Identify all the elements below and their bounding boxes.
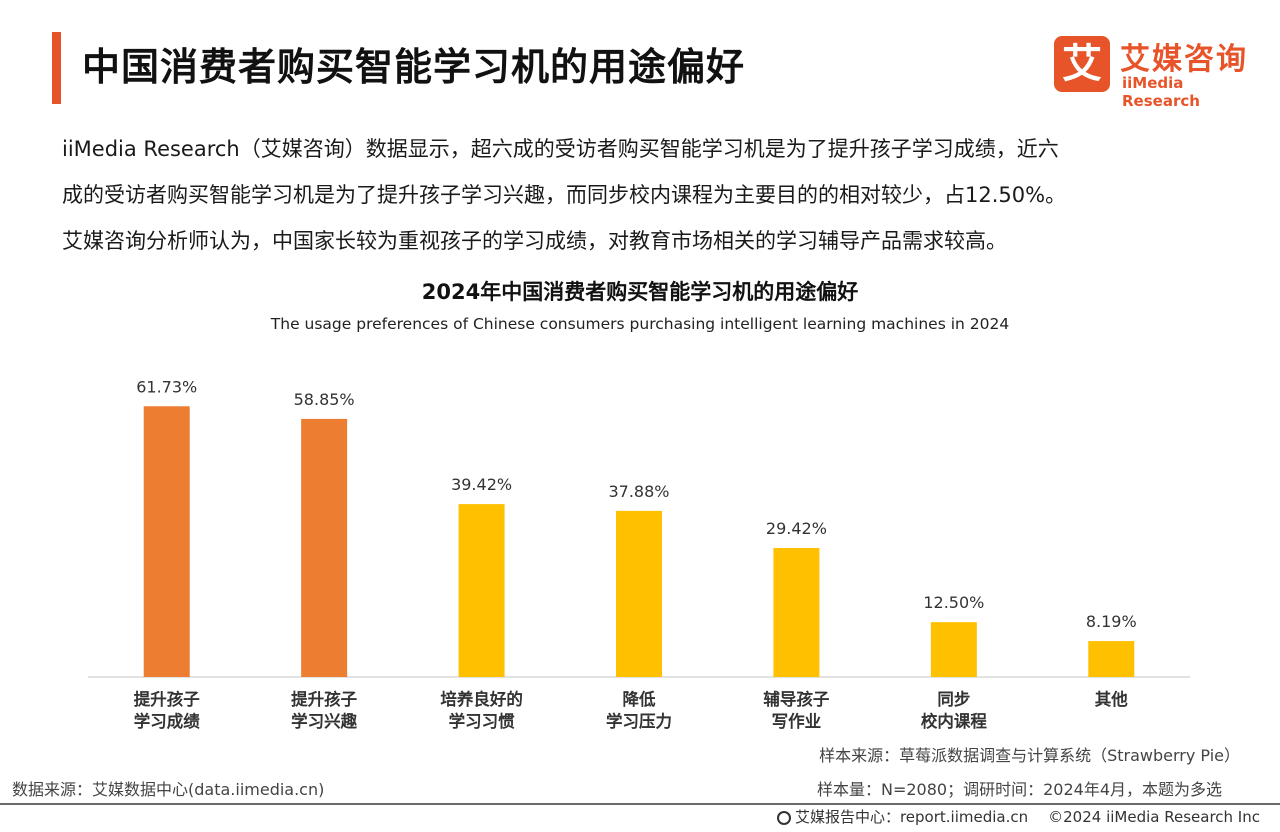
chart-title: 2024年中国消费者购买智能学习机的用途偏好	[421, 280, 859, 304]
data-label: 8.19%	[1086, 612, 1137, 631]
category-label: 学习成绩	[134, 711, 201, 731]
intro-line-2: 成的受访者购买智能学习机是为了提升孩子学习兴趣，而同步校内课程为主要目的的相对较…	[62, 183, 1067, 207]
footer-divider	[0, 803, 1280, 805]
category-label: 学习兴趣	[291, 711, 358, 731]
page-title: 中国消费者购买智能学习机的用途偏好	[82, 45, 746, 89]
bar	[301, 418, 348, 677]
intro-line-3: 艾媒咨询分析师认为，中国家长较为重视孩子的学习成绩，对教育市场相关的学习辅导产品…	[62, 229, 1007, 253]
data-label: 12.50%	[923, 593, 984, 612]
bar	[143, 406, 190, 677]
copyright: ©2024 iiMedia Research Inc	[1048, 808, 1260, 826]
sample-source: 样本来源：草莓派数据调查与计算系统（Strawberry Pie）	[819, 746, 1240, 765]
category-label: 降低	[623, 689, 657, 709]
globe-icon	[776, 811, 791, 825]
category-label: 辅导孩子	[763, 689, 830, 709]
report-center: 艾媒报告中心：report.iimedia.cn	[794, 808, 1029, 826]
bar	[1088, 641, 1135, 677]
data-label: 39.42%	[451, 475, 512, 494]
bar	[458, 504, 505, 677]
category-label: 培养良好的	[440, 689, 523, 709]
logo-chinese-text: 艾媒咨询	[1120, 42, 1248, 77]
category-label: 学习压力	[606, 711, 672, 731]
bar	[616, 510, 662, 677]
category-label: 学习习惯	[449, 711, 516, 731]
bar	[773, 547, 820, 677]
title-accent-bar	[52, 32, 61, 104]
intro-paragraph: iiMedia Research（艾媒咨询）数据显示，超六成的受访者购买智能学习…	[62, 126, 1222, 264]
category-label: 提升孩子	[291, 689, 358, 709]
data-label: 29.42%	[766, 519, 827, 538]
logo-mark-icon: 艾	[1054, 36, 1110, 92]
logo-english-text: iiMedia Research	[1122, 74, 1200, 110]
data-label: 61.73%	[136, 377, 197, 396]
category-label: 提升孩子	[134, 689, 201, 709]
category-label: 其他	[1095, 689, 1129, 709]
data-source: 数据来源：艾媒数据中心(data.iimedia.cn)	[12, 780, 325, 799]
iimedia-logo: 艾 艾媒咨询 iiMedia Research	[1054, 36, 1264, 110]
bar-chart: 61.73%提升孩子学习成绩58.85%提升孩子学习兴趣39.42%培养良好的学…	[88, 377, 1190, 731]
sample-size: 样本量：N=2080；调研时间：2024年4月，本题为多选	[817, 780, 1222, 799]
category-label: 写作业	[772, 711, 822, 731]
data-label: 58.85%	[294, 390, 355, 409]
category-label: 同步	[937, 689, 970, 709]
data-label: 37.88%	[608, 482, 669, 501]
footer-bar: 艾媒报告中心：report.iimedia.cn ©2024 iiMedia Re…	[776, 806, 1260, 827]
category-label: 校内课程	[921, 711, 988, 731]
bar	[930, 622, 977, 677]
intro-line-1: iiMedia Research（艾媒咨询）数据显示，超六成的受访者购买智能学习…	[62, 137, 1059, 161]
chart-subtitle: The usage preferences of Chinese consume…	[270, 315, 1010, 333]
